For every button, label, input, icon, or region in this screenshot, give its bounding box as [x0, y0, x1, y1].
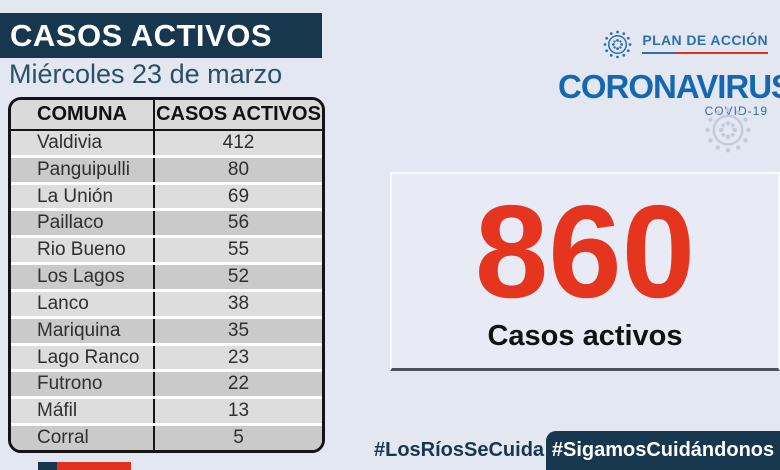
casos-cell: 55 — [153, 238, 322, 263]
column-header-casos-activos: CASOS ACTIVOS — [153, 100, 322, 129]
title-banner: CASOS ACTIVOS — [0, 13, 322, 58]
casos-cell: 22 — [153, 372, 322, 397]
table-row: Corral 5 — [11, 426, 322, 450]
casos-cell: 5 — [153, 426, 322, 450]
coronavirus-wordmark: CORONAVIRUS — [558, 68, 780, 105]
total-active-cases-label: Casos activos — [487, 320, 683, 353]
comuna-cell: Rio Bueno — [37, 239, 126, 261]
comuna-cell: Panguipulli — [37, 158, 130, 180]
hashtag-losrios: #LosRíosSeCuida — [374, 439, 545, 461]
comuna-cell: Lago Ranco — [37, 346, 140, 368]
table-row: Rio Bueno 55 — [11, 238, 322, 266]
table-row: Paillaco 56 — [11, 211, 322, 239]
column-header-comuna: COMUNA — [37, 103, 127, 125]
table-row: Futrono 22 — [11, 372, 322, 400]
comuna-cell: Futrono — [37, 373, 103, 395]
flag-underline — [642, 52, 768, 54]
flag-bar-red-segment — [57, 462, 131, 470]
comuna-cell: Máfil — [37, 400, 78, 422]
virus-icon — [599, 26, 636, 68]
gobierno-flag-bar — [38, 462, 131, 470]
casos-cell: 35 — [153, 318, 322, 343]
comuna-cell: Corral — [37, 427, 89, 449]
comuna-cell: Lanco — [37, 292, 89, 314]
covid19-sublabel: COVID-19 — [704, 104, 768, 118]
table-header-row: COMUNA CASOS ACTIVOS — [11, 100, 322, 131]
virus-watermark-icon — [698, 100, 758, 165]
comuna-cell: Mariquina — [37, 319, 121, 341]
comuna-cell: Paillaco — [37, 212, 104, 234]
table-body: Valdivia 412 Panguipulli 80 La Unión 69 … — [11, 131, 322, 450]
flag-bar-blue-segment — [38, 462, 57, 470]
hashtag-sigamos-label: #SigamosCuidándonos — [551, 439, 775, 461]
date-label: Miércoles 23 de marzo — [9, 59, 283, 89]
table-row: Lanco 38 — [11, 291, 322, 319]
table-row: La Unión 69 — [11, 184, 322, 212]
casos-table: COMUNA CASOS ACTIVOS Valdivia 412 Pangui… — [8, 97, 325, 453]
page-title: CASOS ACTIVOS — [10, 17, 272, 53]
casos-cell: 38 — [153, 291, 322, 316]
coronavirus-logo: PLAN DE ACCIÓN CORONAVIRUS COVID-19 — [558, 26, 780, 118]
table-row: Panguipulli 80 — [11, 157, 322, 185]
casos-cell: 13 — [153, 399, 322, 424]
casos-cell: 69 — [153, 184, 322, 209]
casos-cell: 52 — [153, 265, 322, 289]
comuna-cell: La Unión — [37, 185, 114, 207]
table-row: Máfil 13 — [11, 399, 322, 427]
comuna-cell: Valdivia — [37, 131, 103, 153]
table-row: Lago Ranco 23 — [11, 345, 322, 373]
casos-cell: 23 — [153, 345, 322, 370]
casos-cell: 56 — [153, 211, 322, 236]
plan-de-accion-label: PLAN DE ACCIÓN — [642, 32, 768, 48]
casos-cell: 80 — [153, 157, 322, 182]
table-row: Los Lagos 52 — [11, 265, 322, 292]
table-row: Valdivia 412 — [11, 131, 322, 158]
total-active-cases: 860 — [474, 177, 696, 325]
comuna-cell: Los Lagos — [37, 266, 125, 288]
casos-cell: 412 — [153, 131, 322, 155]
summary-card: 860 Casos activos — [390, 172, 780, 371]
hashtag-sigamos-banner: #SigamosCuidándonos — [546, 431, 780, 470]
table-row: Mariquina 35 — [11, 318, 322, 346]
